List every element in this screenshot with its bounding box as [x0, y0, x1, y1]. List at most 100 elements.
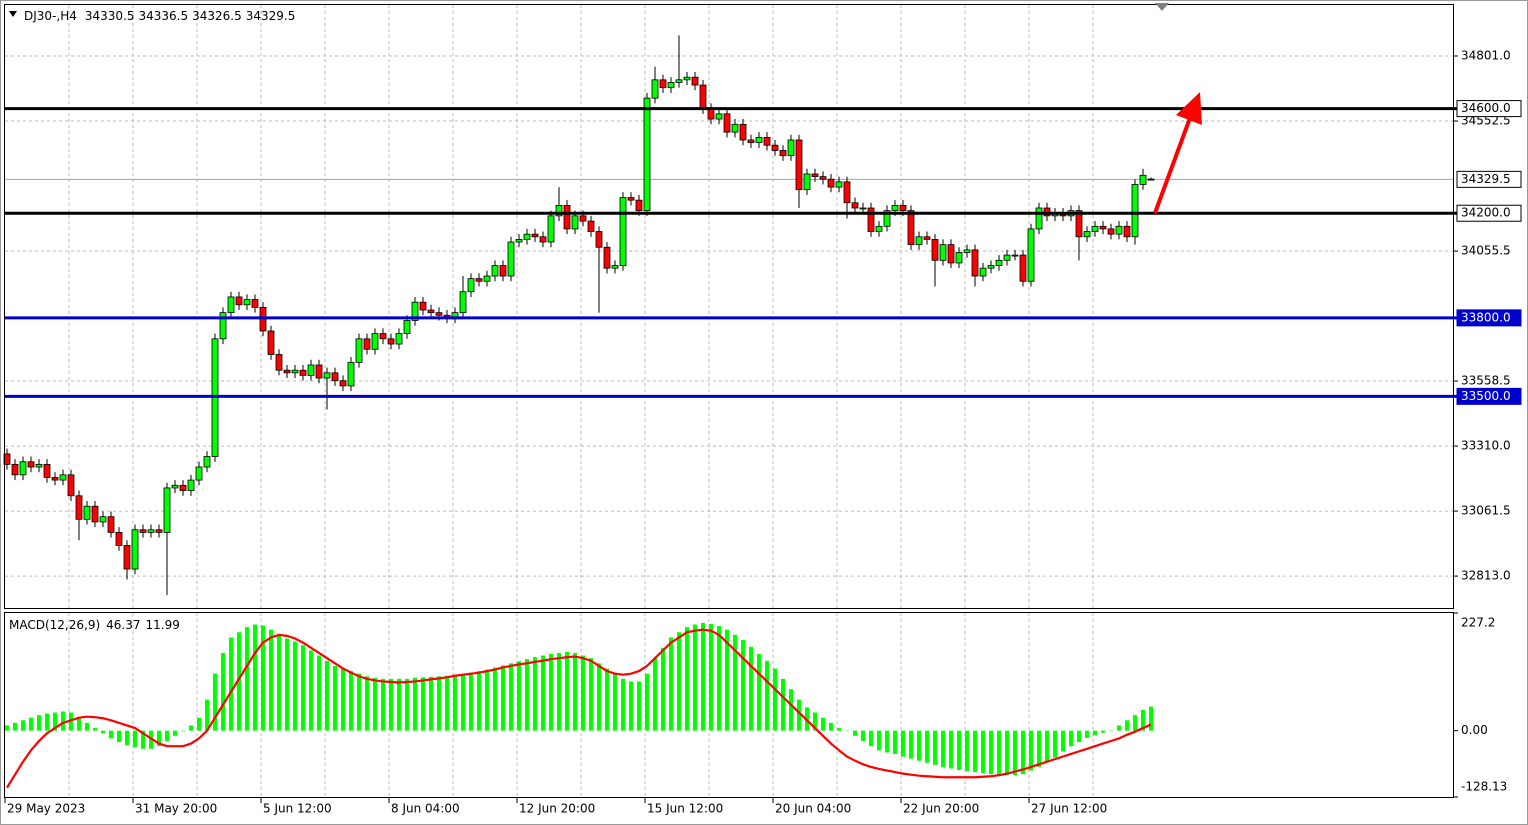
- x-tick-label: 27 Jun 12:00: [1031, 802, 1107, 816]
- histogram-bar: [501, 665, 505, 731]
- candle-body: [179, 484, 187, 491]
- level-label-box: [1456, 100, 1522, 118]
- histogram-bar: [1085, 730, 1089, 738]
- histogram-bar: [325, 660, 329, 731]
- candle-body: [123, 545, 131, 570]
- histogram-bar: [877, 730, 881, 751]
- symbol: DJ30-,H4: [24, 9, 77, 23]
- histogram-bar: [765, 660, 769, 731]
- histogram-bar: [853, 730, 857, 736]
- histogram-bar: [125, 730, 129, 746]
- histogram-bar: [1053, 730, 1057, 758]
- histogram-bar: [349, 671, 353, 731]
- candle-body: [907, 210, 915, 246]
- candle-body: [427, 309, 435, 314]
- arrow-shaft: [1153, 117, 1192, 214]
- level-label-box: [1456, 309, 1522, 327]
- histogram-bar: [701, 622, 705, 731]
- histogram-bar: [589, 658, 593, 731]
- candle-body: [27, 461, 35, 468]
- macd-title: MACD(12,26,9): [9, 618, 100, 632]
- histogram-bar: [541, 655, 545, 731]
- candle-body: [635, 199, 643, 212]
- histogram-bar: [397, 678, 401, 731]
- histogram-bar: [269, 629, 273, 731]
- histogram-bar: [341, 668, 345, 731]
- histogram-bar: [109, 730, 113, 739]
- candle-body: [467, 278, 475, 293]
- histogram-bar: [965, 730, 969, 772]
- level-label: 34600.0: [1461, 101, 1511, 115]
- candle-body: [203, 456, 211, 468]
- candle-body: [899, 204, 907, 212]
- candle-body: [115, 531, 123, 546]
- histogram-bar: [741, 640, 745, 731]
- candle-body: [923, 236, 931, 240]
- candle-body: [363, 338, 371, 350]
- candle-body: [171, 484, 179, 489]
- histogram-bar: [509, 663, 513, 731]
- candle-body: [931, 238, 939, 261]
- candle-body: [987, 265, 995, 269]
- last-close: 34329.5: [246, 9, 296, 23]
- histogram-bar: [869, 730, 873, 747]
- candle-body: [475, 278, 483, 282]
- histogram-bar: [981, 730, 985, 774]
- candle-body: [883, 210, 891, 227]
- candle-body: [963, 249, 971, 253]
- signal-line: [6, 628, 1152, 789]
- y-tick-label: 33310.0: [1461, 439, 1511, 453]
- histogram-bar: [1125, 720, 1129, 731]
- x-tick-label: 5 Jun 12:00: [263, 802, 332, 816]
- histogram-bar: [901, 730, 905, 757]
- candle-body: [339, 380, 347, 387]
- candle-body: [11, 463, 19, 476]
- level-label-box: [1456, 387, 1522, 405]
- candle-body: [539, 236, 547, 243]
- candle-body: [747, 139, 755, 144]
- candle-body: [323, 372, 331, 379]
- candle-body: [611, 265, 619, 269]
- histogram-bar: [477, 671, 481, 731]
- histogram-bar: [461, 673, 465, 731]
- histogram-bar: [437, 676, 441, 731]
- histogram-bar: [237, 632, 241, 731]
- candle-body: [827, 178, 835, 188]
- histogram-bar: [789, 689, 793, 731]
- histogram-bar: [1013, 730, 1017, 776]
- histogram-bar: [365, 676, 369, 731]
- histogram-bar: [845, 730, 849, 732]
- x-tick-label: 8 Jun 04:00: [391, 802, 460, 816]
- candle-body: [275, 354, 283, 371]
- candle-body: [811, 173, 819, 178]
- histogram-bar: [893, 730, 897, 754]
- histogram-bar: [685, 627, 689, 731]
- histogram-bar: [277, 634, 281, 731]
- histogram-bar: [157, 730, 161, 747]
- histogram-bar: [653, 658, 657, 731]
- histogram-bar: [1021, 730, 1025, 775]
- candle-body: [51, 477, 59, 481]
- candle-body: [155, 529, 163, 533]
- histogram-bar: [285, 638, 289, 731]
- candle-body: [643, 97, 651, 212]
- histogram-bar: [189, 725, 193, 731]
- candle-body: [147, 529, 155, 533]
- histogram-bar: [45, 713, 49, 731]
- candle-body: [595, 231, 603, 248]
- candle-body: [955, 252, 963, 264]
- histogram-bar: [245, 627, 249, 731]
- current-price-box: [1456, 170, 1522, 188]
- histogram-bar: [1101, 730, 1105, 733]
- y-tick-label: 32813.0: [1461, 569, 1511, 583]
- level-label-box: [1456, 204, 1522, 222]
- candle-body: [187, 479, 195, 491]
- candle-body: [803, 173, 811, 191]
- histogram-bar: [117, 730, 121, 743]
- histogram-bar: [837, 728, 841, 731]
- last-open: 34330.5: [85, 9, 135, 23]
- candle-body: [291, 369, 299, 374]
- histogram-bar: [1109, 730, 1113, 732]
- histogram-bar: [29, 717, 33, 731]
